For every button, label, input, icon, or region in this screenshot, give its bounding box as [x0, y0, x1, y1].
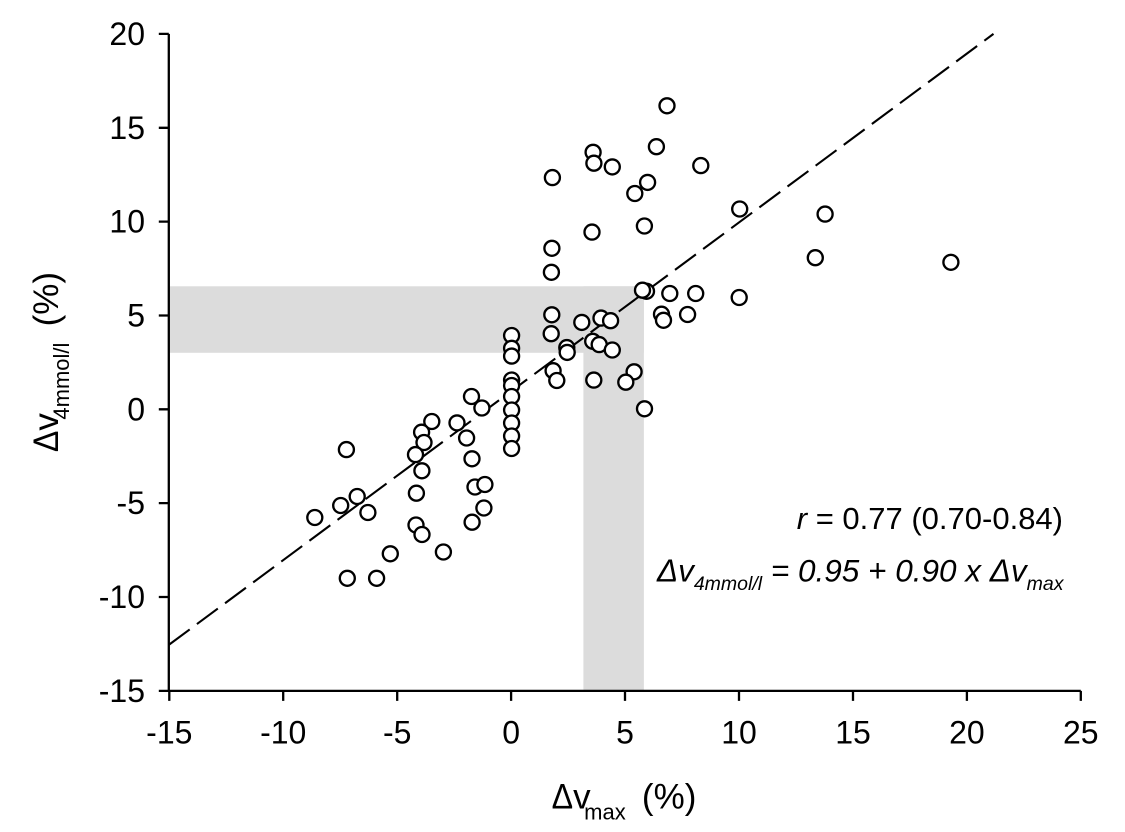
svg-text:15: 15 [835, 715, 871, 751]
svg-text:-15: -15 [146, 715, 192, 751]
svg-text:10: 10 [109, 204, 145, 240]
svg-text:-10: -10 [99, 579, 145, 615]
svg-text:20: 20 [109, 16, 145, 52]
svg-text:0: 0 [502, 715, 520, 751]
svg-text:r = 0.77 (0.70-0.84): r = 0.77 (0.70-0.84) [797, 501, 1063, 536]
svg-text:-10: -10 [260, 715, 306, 751]
svg-text:5: 5 [127, 298, 145, 334]
svg-text:5: 5 [616, 715, 634, 751]
svg-text:-5: -5 [383, 715, 411, 751]
svg-text:10: 10 [721, 715, 757, 751]
svg-text:0: 0 [127, 391, 145, 427]
svg-text:20: 20 [949, 715, 985, 751]
svg-text:-15: -15 [99, 673, 145, 709]
svg-text:25: 25 [1063, 715, 1099, 751]
svg-text:-5: -5 [117, 485, 145, 521]
svg-text:15: 15 [109, 110, 145, 146]
